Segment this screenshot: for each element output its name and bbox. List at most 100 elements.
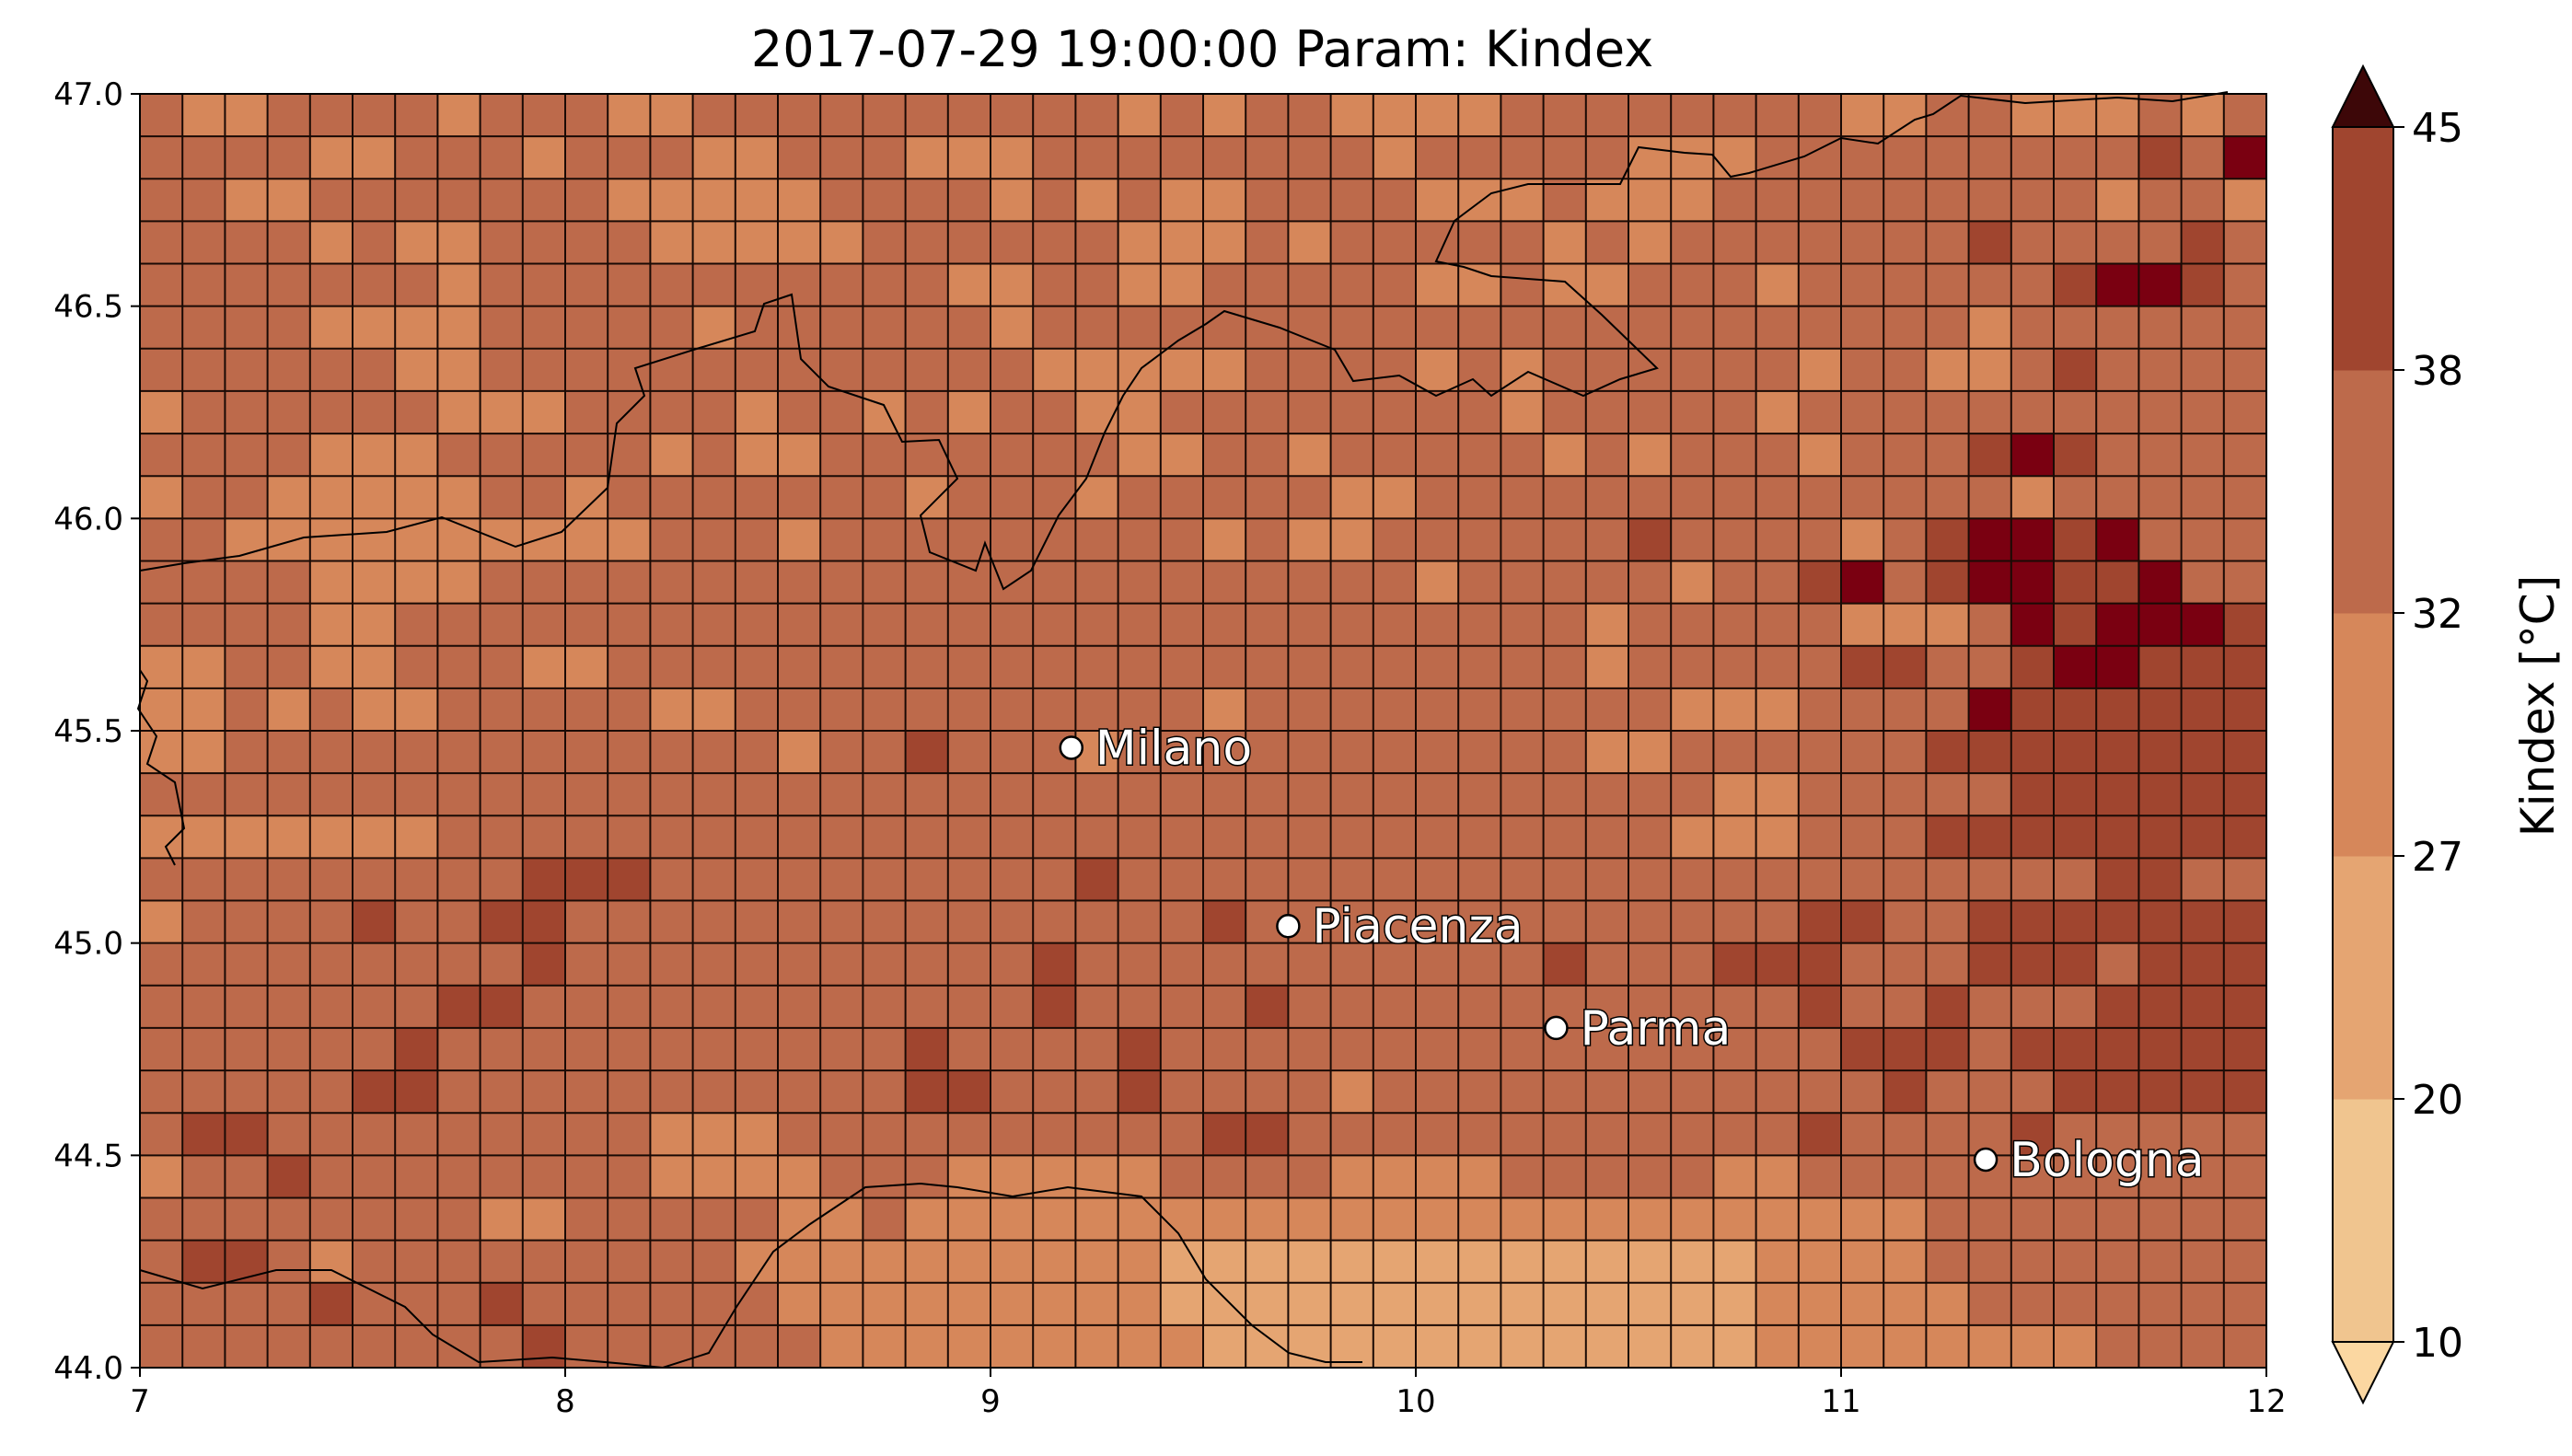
heatmap-cell xyxy=(820,900,863,944)
colorbar-tick-label: 27 xyxy=(2412,834,2463,881)
heatmap-cell xyxy=(2096,900,2139,944)
heatmap-cell xyxy=(1883,1240,1927,1284)
heatmap-cell xyxy=(1288,433,1332,477)
heatmap-cell xyxy=(2010,1240,2055,1284)
heatmap-cell xyxy=(778,942,821,987)
heatmap-cell xyxy=(2096,603,2139,647)
heatmap-cell xyxy=(522,1113,566,1156)
heatmap-cell xyxy=(1416,390,1459,434)
heatmap-cell xyxy=(820,815,863,859)
heatmap-cell xyxy=(1373,348,1417,392)
heatmap-cell xyxy=(565,1282,608,1326)
heatmap-cell xyxy=(1330,1324,1374,1369)
heatmap-cell xyxy=(1245,1113,1289,1156)
heatmap-cell xyxy=(1416,94,1459,137)
heatmap-cell xyxy=(1628,390,1672,434)
heatmap-cell xyxy=(650,433,694,477)
heatmap-cell xyxy=(1118,1027,1162,1071)
heatmap-cell xyxy=(182,263,226,307)
heatmap-cell xyxy=(309,390,353,434)
heatmap-cell xyxy=(1416,306,1459,350)
heatmap-cell xyxy=(565,1240,608,1284)
heatmap-cell xyxy=(735,985,779,1029)
heatmap-cell xyxy=(1671,731,1714,774)
heatmap-cell xyxy=(1713,263,1757,307)
heatmap-cell xyxy=(820,942,863,987)
heatmap-cell xyxy=(1968,688,2012,732)
heatmap-cell xyxy=(1118,433,1162,477)
heatmap-cell xyxy=(2010,390,2055,434)
heatmap-cell xyxy=(692,645,736,689)
heatmap-cell xyxy=(608,1324,651,1369)
heatmap-cell xyxy=(480,1070,524,1114)
heatmap-cell xyxy=(1883,348,1927,392)
heatmap-cell xyxy=(267,942,311,987)
heatmap-cell xyxy=(225,433,269,477)
heatmap-cell xyxy=(1543,560,1587,605)
heatmap-cell xyxy=(267,815,311,859)
heatmap-cell xyxy=(1416,942,1459,987)
heatmap-cell xyxy=(522,221,566,265)
heatmap-cell xyxy=(778,390,821,434)
heatmap-cell xyxy=(1075,1113,1119,1156)
heatmap-cell xyxy=(1671,688,1714,732)
heatmap-cell xyxy=(2010,815,2055,859)
heatmap-cell xyxy=(1543,1155,1587,1199)
heatmap-cell xyxy=(1500,1324,1545,1369)
heatmap-cell xyxy=(437,221,481,265)
heatmap-cell xyxy=(1671,263,1714,307)
heatmap-cell xyxy=(2223,518,2267,562)
heatmap-cell xyxy=(1075,645,1119,689)
heatmap-cell xyxy=(2138,1197,2183,1242)
heatmap-cell xyxy=(1373,1070,1417,1114)
heatmap-cell xyxy=(1330,1070,1374,1114)
heatmap-cell xyxy=(309,858,353,902)
heatmap-cell xyxy=(1203,688,1246,732)
heatmap-cell xyxy=(778,900,821,944)
heatmap-cell xyxy=(608,858,651,902)
heatmap-cell xyxy=(1033,390,1076,434)
heatmap-cell xyxy=(267,1240,311,1284)
heatmap-cell xyxy=(863,985,907,1029)
heatmap-cell xyxy=(2223,136,2267,179)
heatmap-cell xyxy=(947,1027,991,1071)
heatmap-cell xyxy=(947,390,991,434)
heatmap-cell xyxy=(2096,985,2139,1029)
heatmap-cell xyxy=(1288,1155,1332,1199)
heatmap-cell xyxy=(2010,179,2055,222)
heatmap-cell xyxy=(1926,136,1970,179)
heatmap-cell xyxy=(1416,731,1459,774)
heatmap-cell xyxy=(1033,221,1076,265)
heatmap-cell xyxy=(735,433,779,477)
heatmap-cell xyxy=(1968,1324,2012,1369)
heatmap-cell xyxy=(1288,94,1332,137)
heatmap-cell xyxy=(2054,136,2097,179)
heatmap-cell xyxy=(1628,306,1672,350)
heatmap-cell xyxy=(905,858,949,902)
heatmap-cell xyxy=(1585,306,1629,350)
heatmap-cell xyxy=(182,645,226,689)
heatmap-cell xyxy=(1118,136,1162,179)
heatmap-cell xyxy=(437,1324,481,1369)
heatmap-cell xyxy=(225,773,269,816)
heatmap-cell xyxy=(1543,900,1587,944)
heatmap-cell xyxy=(1245,1197,1289,1242)
heatmap-cell xyxy=(1713,858,1757,902)
heatmap-cell xyxy=(692,560,736,605)
heatmap-cell xyxy=(1373,94,1417,137)
heatmap-cell xyxy=(1330,306,1374,350)
heatmap-cell xyxy=(2010,688,2055,732)
heatmap-cell xyxy=(1118,815,1162,859)
heatmap-cell xyxy=(267,1324,311,1369)
heatmap-cell xyxy=(2223,688,2267,732)
heatmap-cell xyxy=(1500,688,1545,732)
heatmap-cell xyxy=(1288,1113,1332,1156)
heatmap-cell xyxy=(1798,815,1842,859)
heatmap-cell xyxy=(437,390,481,434)
heatmap-cell xyxy=(225,1240,269,1284)
heatmap-cell xyxy=(1160,1113,1204,1156)
heatmap-cell xyxy=(778,731,821,774)
heatmap-cell xyxy=(1160,1155,1204,1199)
heatmap-cell xyxy=(1926,476,1970,519)
heatmap-cell xyxy=(1926,560,1970,605)
